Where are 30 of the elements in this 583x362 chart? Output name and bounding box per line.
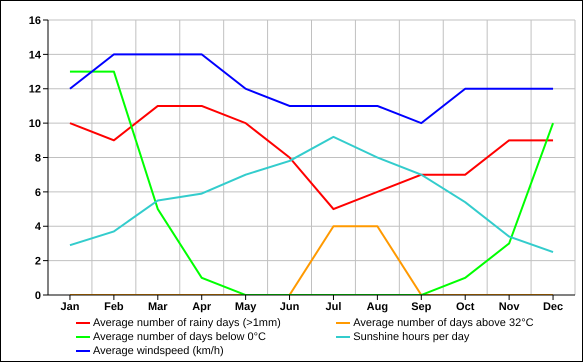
y-tick-label: 2 — [34, 256, 41, 268]
y-tick-label: 10 — [28, 118, 41, 130]
legend-label: Average number of rainy days (>1mm) — [93, 317, 281, 329]
x-tick-label: Nov — [498, 300, 520, 313]
y-tick-label: 8 — [34, 152, 41, 164]
x-tick-label: Jan — [60, 300, 80, 313]
y-tick-label: 0 — [34, 290, 41, 302]
x-tick-label: Jun — [280, 300, 300, 313]
x-tick-label: Feb — [104, 300, 124, 313]
x-tick-label: Sep — [411, 300, 432, 313]
legend-label: Average number of days below 0°C — [93, 331, 266, 343]
line-series — [68, 70, 554, 295]
legend-label: Average number of days above 32°C — [353, 317, 534, 329]
x-tick-label: May — [234, 300, 258, 313]
line-series — [68, 53, 554, 124]
line-series — [68, 136, 554, 254]
x-tick-label: Jul — [326, 300, 342, 313]
line-series — [68, 104, 554, 210]
y-tick-label: 4 — [34, 221, 42, 234]
legend-label: Average windspeed (km/h) — [93, 345, 224, 357]
y-tick-label: 14 — [28, 49, 42, 62]
legend-label: Sunshine hours per day — [353, 331, 470, 343]
x-tick-label: Dec — [542, 300, 564, 313]
y-tick-label: 6 — [34, 186, 41, 199]
x-tick-label: Oct — [456, 300, 475, 313]
x-tick-label: Aug — [366, 300, 388, 313]
x-tick-label: Apr — [192, 300, 212, 313]
x-tick-label: Mar — [148, 300, 168, 313]
y-tick-label: 12 — [28, 84, 41, 96]
y-tick-label: 16 — [28, 14, 41, 27]
